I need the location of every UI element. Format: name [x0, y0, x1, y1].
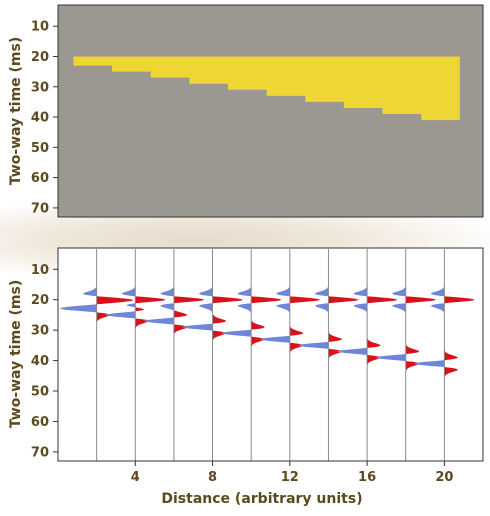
- top-y-tick-label: 20: [31, 50, 49, 65]
- bottom-x-tick-label: 16: [358, 470, 376, 485]
- bottom-y-tick-label: 30: [31, 324, 49, 339]
- top-y-tick-label: 50: [31, 141, 49, 156]
- trace-positive-fill: [405, 248, 436, 461]
- top-plot-frame: [57, 4, 484, 218]
- seismic-traces: [60, 248, 475, 461]
- bottom-y-tick-label: 70: [31, 445, 49, 460]
- trace-positive-fill: [444, 248, 475, 461]
- bottom-x-ticks: 4 8 12 16 20: [131, 461, 453, 485]
- trace-positive-fill: [328, 248, 359, 461]
- trace-positive-fill: [135, 248, 166, 461]
- top-y-tick-label: 60: [31, 171, 49, 186]
- top-y-tick-label: 10: [31, 20, 49, 35]
- top-panel: 10 20 30 40 50 60 70 Two-way time (ms): [8, 4, 484, 218]
- layer-wedge: [73, 56, 460, 121]
- bottom-x-axis-label: Distance (arbitrary units): [161, 491, 362, 507]
- bottom-y-tick-label: 50: [31, 385, 49, 400]
- bottom-x-tick-label: 4: [131, 470, 140, 485]
- bottom-y-tick-label: 10: [31, 263, 49, 278]
- bottom-y-axis-label: Two-way time (ms): [8, 280, 24, 429]
- bottom-x-tick-label: 8: [208, 470, 217, 485]
- bottom-x-tick-label: 12: [281, 470, 299, 485]
- bottom-plot-frame: [57, 247, 484, 462]
- bottom-y-tick-label: 20: [31, 293, 49, 308]
- trace-positive-fill: [251, 248, 282, 461]
- bottom-y-tick-label: 60: [31, 415, 49, 430]
- bottom-y-tick-label: 40: [31, 354, 49, 369]
- top-y-tick-label: 70: [31, 201, 49, 216]
- trace-positive-fill: [212, 248, 243, 461]
- bottom-panel: 10 20 30 40 50 60 70 4 8 12 16 20 Two-way time (ms…: [8, 247, 484, 507]
- bottom-y-ticks: 10 20 30 40 50 60 70: [31, 263, 58, 460]
- bottom-plot-background: [57, 247, 484, 462]
- trace-positive-fill: [96, 248, 134, 461]
- trace-positive-fill: [289, 248, 320, 461]
- bottom-x-tick-label: 20: [435, 470, 453, 485]
- trace-positive-fill: [367, 248, 398, 461]
- top-y-axis-label: Two-way time (ms): [8, 37, 24, 186]
- top-y-ticks: 10 20 30 40 50 60 70: [31, 20, 58, 216]
- layer-wedge-shape: [73, 56, 460, 121]
- trace-positive-fill: [173, 248, 204, 461]
- top-y-tick-label: 40: [31, 111, 49, 126]
- top-y-tick-label: 30: [31, 80, 49, 95]
